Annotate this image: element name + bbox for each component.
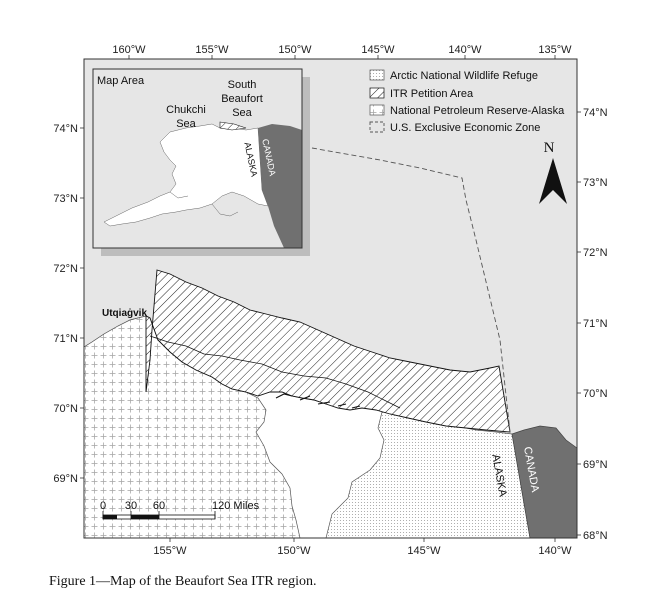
left-lat-label: 74°N bbox=[53, 123, 78, 135]
top-lon-label: 155°W bbox=[195, 44, 229, 56]
left-lat-label: 70°N bbox=[53, 403, 78, 415]
utqiagvik-label: Utqiaġvik bbox=[102, 308, 147, 319]
left-lat-label: 73°N bbox=[53, 193, 78, 205]
main-map-frame bbox=[83, 58, 578, 539]
bottom-lon-label: 155°W bbox=[153, 545, 187, 557]
scale-tick-label: 60 bbox=[153, 500, 165, 512]
bottom-lon-label: 140°W bbox=[538, 545, 572, 557]
right-lat-label: 68°N bbox=[583, 530, 608, 542]
left-lat-label: 69°N bbox=[53, 473, 78, 485]
right-lat-label: 72°N bbox=[583, 247, 608, 259]
top-longitude-labels: 160°W 155°W 150°W 145°W 140°W 135°W bbox=[112, 44, 572, 56]
bottom-lon-label: 145°W bbox=[407, 545, 441, 557]
inset-beaufort-line2: Beaufort bbox=[221, 93, 263, 105]
left-lat-label: 71°N bbox=[53, 333, 78, 345]
top-lon-label: 160°W bbox=[112, 44, 146, 56]
north-arrow-icon bbox=[539, 158, 567, 204]
bottom-longitude-labels: 155°W 150°W 145°W 140°W bbox=[153, 545, 572, 557]
inset-title: Map Area bbox=[97, 75, 145, 87]
top-lon-label: 140°W bbox=[448, 44, 482, 56]
top-lon-label: 135°W bbox=[538, 44, 572, 56]
right-lat-label: 71°N bbox=[583, 318, 608, 330]
north-arrow: N bbox=[539, 140, 567, 204]
eez-boundary bbox=[311, 147, 511, 433]
left-lat-label: 72°N bbox=[53, 263, 78, 275]
north-arrow-label: N bbox=[544, 140, 555, 156]
canada-land bbox=[511, 425, 577, 538]
scale-tick-label: 120 Miles bbox=[212, 500, 260, 512]
legend-swatch-cross bbox=[369, 104, 385, 116]
inset-chukchi-line2: Sea bbox=[176, 118, 196, 130]
legend-label: U.S. Exclusive Economic Zone bbox=[390, 122, 540, 134]
scale-tick-label: 30 bbox=[125, 500, 137, 512]
top-lon-label: 150°W bbox=[278, 44, 312, 56]
inset-beaufort-line3: Sea bbox=[232, 107, 252, 119]
legend-label: National Petroleum Reserve-Alaska bbox=[390, 105, 565, 117]
figure-caption: Figure 1—Map of the Beaufort Sea ITR reg… bbox=[49, 574, 317, 589]
legend-label: Arctic National Wildlife Refuge bbox=[390, 70, 538, 82]
legend-label: ITR Petition Area bbox=[390, 88, 474, 100]
right-lat-label: 74°N bbox=[583, 107, 608, 119]
legend-swatch-dots bbox=[369, 69, 385, 81]
inset-map: Map Area Chukchi Sea South Beaufort Sea … bbox=[92, 68, 310, 256]
right-lat-label: 69°N bbox=[583, 459, 608, 471]
legend-swatch-dashed bbox=[369, 121, 385, 133]
left-latitude-labels: 74°N 73°N 72°N 71°N 70°N 69°N bbox=[53, 123, 78, 485]
inset-chukchi-line1: Chukchi bbox=[166, 104, 206, 116]
inset-beaufort-line1: South bbox=[228, 79, 257, 91]
bottom-lon-label: 150°W bbox=[277, 545, 311, 557]
frame-ticks bbox=[80, 55, 581, 542]
legend-swatch-hatch bbox=[369, 87, 385, 99]
inset-canada bbox=[258, 124, 302, 248]
legend: Arctic National Wildlife Refuge ITR Peti… bbox=[369, 69, 565, 134]
right-latitude-labels: 74°N 73°N 72°N 71°N 70°N 69°N 68°N bbox=[583, 107, 608, 542]
scale-bar: 0 30 60 120 Miles bbox=[100, 500, 260, 520]
right-lat-label: 70°N bbox=[583, 388, 608, 400]
right-lat-label: 73°N bbox=[583, 177, 608, 189]
top-lon-label: 145°W bbox=[361, 44, 395, 56]
itr-petition-area bbox=[145, 269, 511, 433]
scale-tick-label: 0 bbox=[100, 500, 106, 512]
inset-itr bbox=[219, 121, 247, 131]
